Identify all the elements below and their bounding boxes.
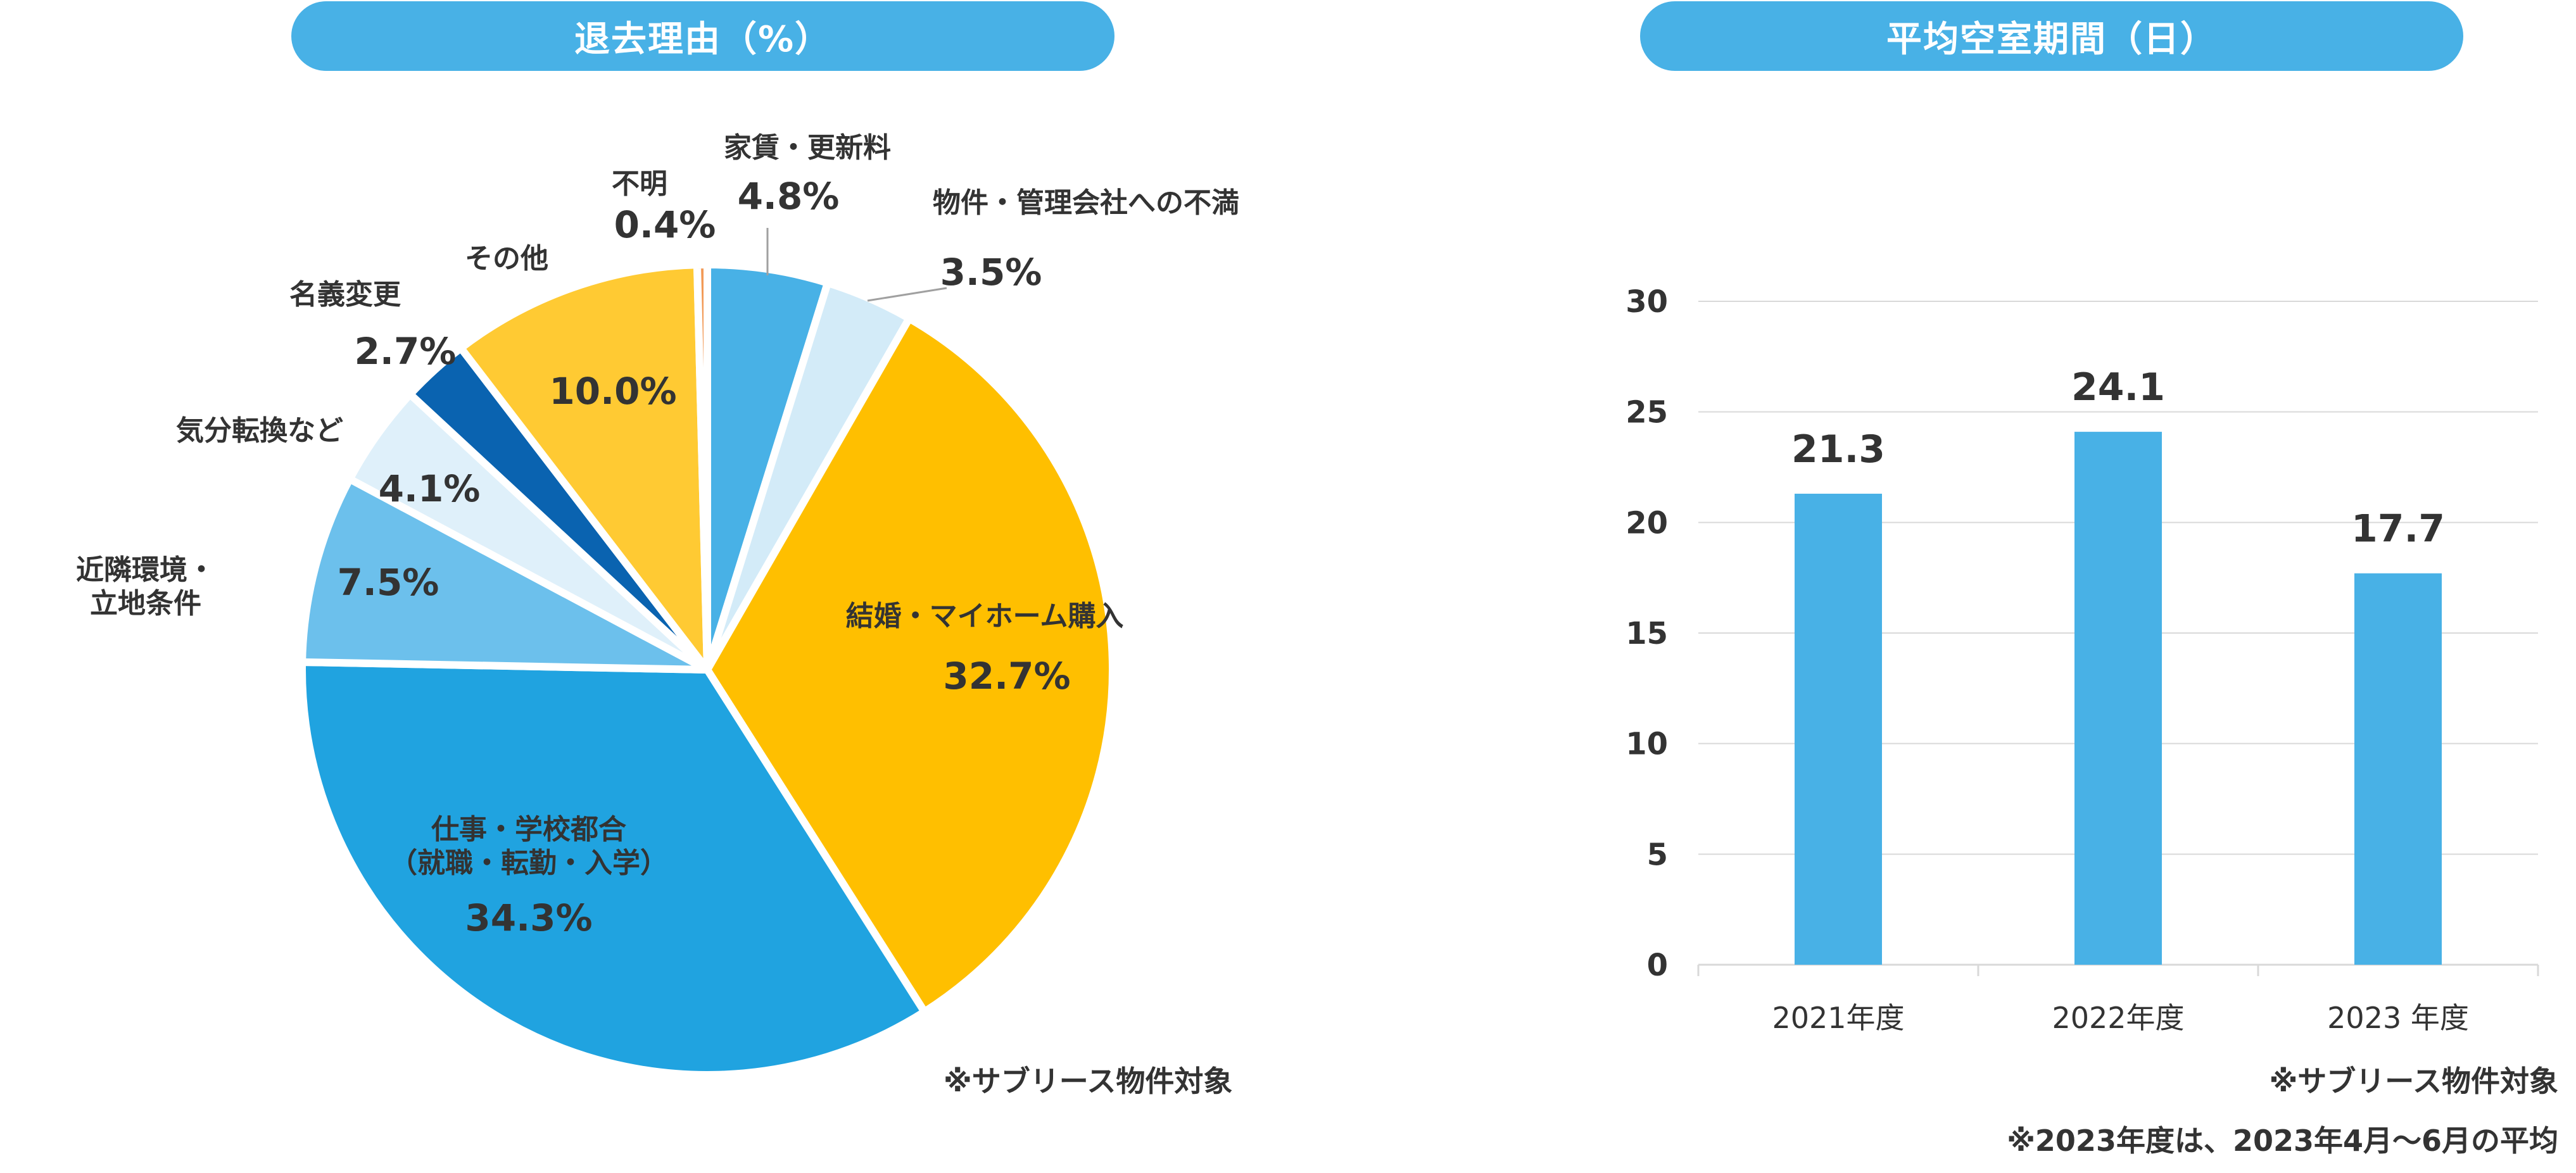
- pie-slice-label-1: 家賃・更新料: [724, 132, 891, 164]
- pie-slice-value-4: 34.3%: [465, 896, 592, 939]
- pie-slice-label-4-line: 仕事・学校都合: [431, 813, 626, 846]
- bar-value-label-1: 21.3: [1791, 427, 1885, 472]
- bar-category-label-1: 2021年度: [1772, 1001, 1904, 1035]
- bar-ytick-label-0-line: 0: [1647, 948, 1668, 983]
- pie-footnote: ※サブリース物件対象: [944, 1064, 1233, 1098]
- bar-footnote-period: ※2023年度は、2023年4月～6月の平均: [2007, 1124, 2558, 1158]
- bar-ytick-label-20-line: 20: [1626, 505, 1668, 541]
- pie-slice-4: [298, 658, 928, 1079]
- pie-slice-label-5: 近隣環境・立地条件: [76, 554, 215, 620]
- pie-slice-label-5-line: 近隣環境・: [76, 554, 215, 586]
- pie-slice-value-7: 2.7%: [355, 330, 457, 373]
- bar-ytick-label-30: 30: [1626, 284, 1668, 320]
- pie-slice-label-2-line: 物件・管理会社への不満: [933, 187, 1239, 219]
- pie-slice-value-2-line: 3.5%: [940, 251, 1042, 294]
- bar-ytick-label-20: 20: [1626, 505, 1668, 541]
- pie-slice-value-9: 0.4%: [614, 203, 716, 246]
- pie-slice-label-3-line: 結婚・マイホーム購入: [846, 600, 1124, 632]
- bar-1: [1795, 493, 1882, 965]
- pie-slice-value-5: 7.5%: [338, 561, 439, 604]
- bar-category-label-2-line: 2022年度: [2052, 1001, 2184, 1035]
- bar-chart-title: 平均空室期間（日）: [1640, 1, 2463, 71]
- pie-slice-value-8: 10.0%: [549, 370, 676, 413]
- bar-category-label-3: 2023 年度: [2327, 1001, 2469, 1035]
- bar-value-label-2-line: 24.1: [2071, 365, 2165, 410]
- pie-slice-label-7-line: 名義変更: [289, 279, 401, 311]
- bar-ytick-label-0: 0: [1647, 948, 1668, 983]
- bar-ytick-label-25: 25: [1626, 395, 1668, 430]
- bar-category-label-2: 2022年度: [2052, 1001, 2184, 1035]
- pie-slice-label-7: 名義変更: [289, 279, 401, 311]
- pie-slice-label-4-line: （就職・転勤・入学）: [389, 847, 668, 879]
- pie-slice-value-4-line: 34.3%: [465, 896, 592, 939]
- pie-slice-value-5-line: 7.5%: [338, 561, 439, 604]
- pie-slice-value-3: 32.7%: [943, 655, 1070, 698]
- pie-slice-label-8: その他: [465, 242, 548, 275]
- pie-slice-value-1-line: 4.8%: [738, 175, 840, 218]
- pie-slice-label-9-line: 不明: [612, 168, 667, 200]
- pie-slice-value-9-line: 0.4%: [614, 203, 716, 246]
- bar-footnote-sublease: ※サブリース物件対象: [2269, 1064, 2558, 1098]
- pie-slice-5: [298, 475, 711, 674]
- bar-ytick-label-15: 15: [1626, 616, 1668, 651]
- pie-leader-line-2: [867, 287, 947, 302]
- pie-slice-value-6: 4.1%: [379, 467, 481, 510]
- pie-slice-value-3-line: 32.7%: [943, 655, 1070, 698]
- pie-slice-value-1: 4.8%: [738, 175, 840, 218]
- bar-ytick-label-30-line: 30: [1626, 284, 1668, 320]
- pie-slice-3: [704, 315, 1116, 1016]
- bar-value-label-2: 24.1: [2071, 365, 2165, 410]
- bar-ytick-label-25-line: 25: [1626, 395, 1668, 430]
- bar-value-label-1-line: 21.3: [1791, 427, 1885, 472]
- pie-slice-label-6: 気分転換など: [176, 415, 343, 447]
- bar-category-label-3-line: 2023 年度: [2327, 1001, 2469, 1035]
- pie-slice-value-7-line: 2.7%: [355, 330, 457, 373]
- bar-ytick-label-10: 10: [1626, 727, 1668, 762]
- bar-value-label-3-line: 17.7: [2351, 507, 2445, 551]
- bar-ytick-label-15-line: 15: [1626, 616, 1668, 651]
- pie-slice-label-9: 不明: [612, 168, 667, 200]
- pie-slice-label-1-line: 家賃・更新料: [724, 132, 891, 164]
- pie-slice-value-8-line: 10.0%: [549, 370, 676, 413]
- pie-chart-title: 退去理由（%）: [291, 1, 1114, 71]
- pie-slice-label-6-line: 気分転換など: [176, 415, 343, 447]
- bar-chart: 0 5 10 15 20 25 30 21.3 2021年度 24.1 2022年度 17.7 2023…: [1626, 284, 2539, 1035]
- pie-slice-9: [693, 260, 711, 674]
- pie-slice-label-5-line: 立地条件: [90, 587, 201, 620]
- pie-slice-value-2: 3.5%: [940, 251, 1042, 294]
- bar-ytick-label-5-line: 5: [1647, 837, 1668, 872]
- pie-slice-value-6-line: 4.1%: [379, 467, 481, 510]
- pie-slice-label-8-line: その他: [465, 242, 548, 275]
- pie-slice-label-2: 物件・管理会社への不満: [933, 187, 1239, 219]
- bar-value-label-3: 17.7: [2351, 507, 2445, 551]
- bar-ytick-label-10-line: 10: [1626, 727, 1668, 762]
- bar-3: [2354, 573, 2442, 965]
- bar-category-label-1-line: 2021年度: [1772, 1001, 1904, 1035]
- pie-chart: 家賃・更新料 4.8% 物件・管理会社への不満 3.5% 結婚・マイホーム購入 32.7%…: [76, 132, 1239, 1079]
- pie-slice-label-3: 結婚・マイホーム購入: [846, 600, 1124, 632]
- bar-ytick-label-5: 5: [1647, 837, 1668, 872]
- bar-2: [2074, 432, 2162, 965]
- pie-slice-8: [457, 261, 711, 674]
- pie-slice-label-4: 仕事・学校都合（就職・転勤・入学）: [389, 813, 668, 879]
